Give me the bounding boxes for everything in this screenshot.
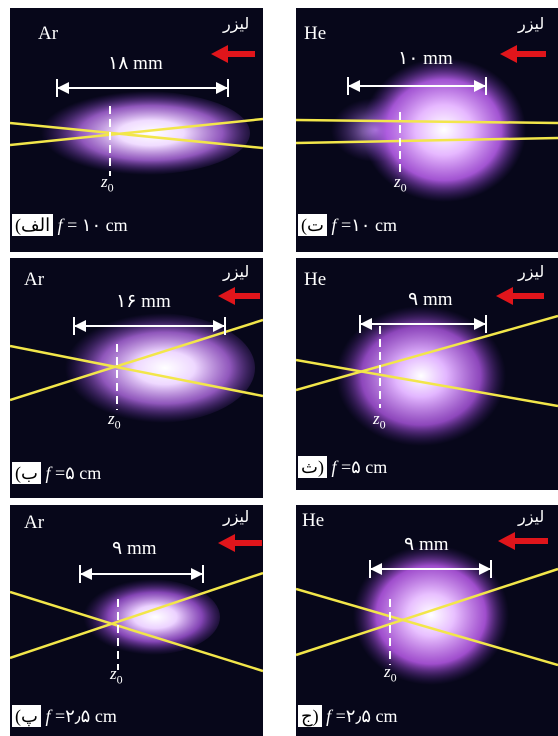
z0-label: z0 — [108, 409, 121, 432]
panel-ar-f5: Ar لیزر ۱۶ mm z0 (ب f =۵ cm — [10, 258, 263, 498]
laser-label: لیزر — [223, 507, 250, 526]
width-label: ۹ mm — [112, 538, 157, 559]
z0-label: z0 — [101, 172, 114, 195]
gas-label: He — [304, 23, 327, 44]
panel-he-f5: He لیزر ۹ mm z0 ث) f =۵ cm — [296, 258, 558, 490]
panel-ar-f2-5: Ar لیزر ۹ mm z0 (پ f =۲٫۵ cm — [10, 505, 263, 736]
plasma-image — [296, 532, 558, 685]
gas-label: He — [304, 269, 327, 290]
z0-label: z0 — [373, 409, 386, 432]
z0-label: z0 — [394, 172, 407, 195]
width-label: ۱۶ mm — [116, 291, 171, 312]
caption: (ب f =۵ cm — [12, 462, 101, 484]
z0-label: z0 — [110, 664, 123, 687]
width-label: ۹ mm — [408, 289, 453, 310]
plasma-image — [296, 45, 558, 202]
gas-label: Ar — [38, 23, 59, 44]
panel-he-f10: He لیزر ۱۰ mm z0 (ت f =۱۰ cm — [296, 8, 558, 252]
laser-label: لیزر — [223, 262, 250, 281]
caption: (الف f = ۱۰ cm — [12, 214, 128, 236]
laser-label: لیزر — [223, 14, 250, 33]
caption: (ت f =۱۰ cm — [298, 214, 397, 236]
laser-label: لیزر — [518, 507, 545, 526]
z0-label: z0 — [384, 662, 397, 685]
panel-he-f2-5: He لیزر ۹ mm z0 ج) f =۲٫۵ cm — [296, 505, 558, 736]
gas-label: He — [302, 510, 325, 531]
width-label: ۱۰ mm — [398, 48, 453, 69]
caption: (پ f =۲٫۵ cm — [12, 705, 117, 727]
plasma-image — [10, 45, 263, 176]
width-label: ۹ mm — [404, 534, 449, 555]
panel-ar-f10: Ar لیزر ۱۸ mm z0 (الف f = ۱۰ cm — [10, 8, 263, 252]
plasma-image — [10, 534, 263, 673]
gas-label: Ar — [24, 269, 45, 290]
gas-label: Ar — [24, 512, 45, 533]
plasma-image — [10, 287, 263, 423]
caption: ج) f =۲٫۵ cm — [298, 705, 398, 727]
caption: ث) f =۵ cm — [298, 456, 387, 478]
laser-label: لیزر — [518, 262, 545, 281]
plasma-image — [296, 287, 558, 446]
laser-label: لیزر — [518, 14, 545, 33]
width-label: ۱۸ mm — [108, 53, 163, 74]
